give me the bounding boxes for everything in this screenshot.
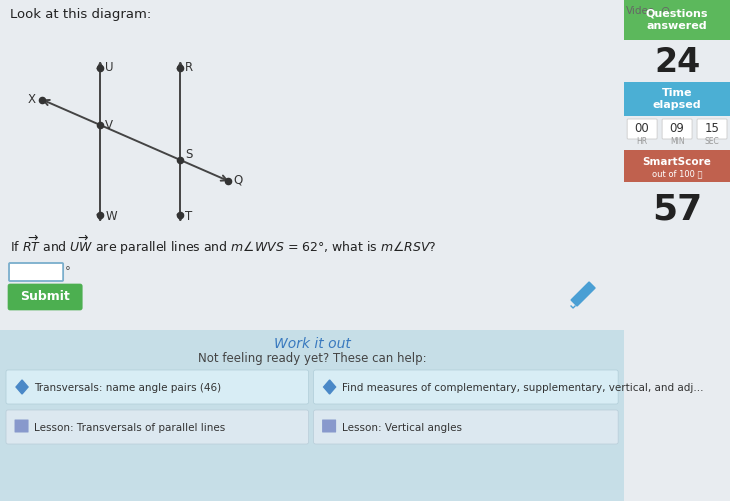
FancyBboxPatch shape: [15, 419, 28, 432]
Text: ⊙: ⊙: [661, 6, 670, 16]
Point: [94, 121, 106, 129]
Text: X: X: [28, 93, 36, 106]
Text: 15: 15: [704, 123, 720, 135]
Text: 09: 09: [669, 123, 685, 135]
Text: Questions
answered: Questions answered: [646, 9, 708, 31]
FancyBboxPatch shape: [624, 150, 730, 182]
Bar: [0, 346, 624, 354]
Bar: [0, 394, 624, 402]
Bar: [0, 338, 624, 346]
Text: HR: HR: [637, 137, 648, 146]
Text: out of 100 ⓘ: out of 100 ⓘ: [652, 169, 702, 178]
Text: SmartScore: SmartScore: [642, 157, 712, 167]
Point: [174, 64, 186, 72]
FancyBboxPatch shape: [9, 263, 63, 281]
FancyBboxPatch shape: [8, 284, 82, 310]
Text: Find measures of complementary, supplementary, vertical, and adj...: Find measures of complementary, suppleme…: [342, 383, 703, 393]
Bar: [0, 354, 624, 362]
Text: Video: Video: [626, 6, 656, 16]
Bar: [0, 402, 624, 410]
Point: [174, 211, 186, 219]
Text: V: V: [105, 119, 113, 131]
FancyBboxPatch shape: [662, 119, 692, 139]
Point: [36, 96, 48, 104]
Polygon shape: [323, 380, 336, 394]
Bar: [0, 418, 624, 426]
Text: Lesson: Transversals of parallel lines: Lesson: Transversals of parallel lines: [34, 423, 226, 433]
FancyBboxPatch shape: [6, 410, 309, 444]
Text: Transversals: name angle pairs (46): Transversals: name angle pairs (46): [34, 383, 221, 393]
FancyBboxPatch shape: [6, 370, 309, 404]
Text: Time
elapsed: Time elapsed: [653, 88, 702, 110]
Text: W: W: [105, 209, 117, 222]
Bar: [0, 474, 624, 482]
FancyBboxPatch shape: [624, 82, 730, 116]
Bar: [0, 482, 624, 490]
FancyBboxPatch shape: [624, 0, 730, 40]
Text: 24: 24: [654, 46, 700, 79]
Bar: [0, 466, 624, 474]
Bar: [0, 386, 624, 394]
Text: S: S: [185, 147, 193, 160]
Polygon shape: [571, 282, 595, 306]
Text: 00: 00: [635, 123, 650, 135]
Text: MIN: MIN: [669, 137, 685, 146]
Point: [174, 156, 186, 164]
Text: If $\overrightarrow{RT}$ and $\overrightarrow{UW}$ are parallel lines and $m\ang: If $\overrightarrow{RT}$ and $\overright…: [10, 234, 437, 257]
FancyBboxPatch shape: [322, 419, 336, 432]
Text: Submit: Submit: [20, 291, 70, 304]
Bar: [0, 362, 624, 370]
Bar: [0, 330, 624, 501]
Text: °: °: [65, 266, 71, 279]
Bar: [0, 458, 624, 466]
FancyBboxPatch shape: [627, 119, 657, 139]
Polygon shape: [16, 380, 28, 394]
Bar: [0, 410, 624, 418]
FancyBboxPatch shape: [314, 370, 618, 404]
Bar: [0, 450, 624, 458]
Text: 57: 57: [652, 193, 702, 227]
Point: [223, 177, 234, 185]
Point: [94, 211, 106, 219]
Text: Work it out: Work it out: [274, 337, 351, 351]
Text: R: R: [185, 61, 193, 74]
Text: Not feeling ready yet? These can help:: Not feeling ready yet? These can help:: [199, 352, 427, 365]
Text: U: U: [105, 61, 114, 74]
Text: SEC: SEC: [704, 137, 719, 146]
Text: Q: Q: [234, 173, 242, 186]
Bar: [0, 442, 624, 450]
Point: [94, 64, 106, 72]
Bar: [0, 426, 624, 434]
Text: Lesson: Vertical angles: Lesson: Vertical angles: [342, 423, 461, 433]
FancyBboxPatch shape: [697, 119, 727, 139]
Bar: [0, 330, 624, 338]
Text: Look at this diagram:: Look at this diagram:: [10, 8, 151, 21]
Text: T: T: [185, 209, 193, 222]
Bar: [0, 434, 624, 442]
Bar: [0, 378, 624, 386]
Bar: [0, 370, 624, 378]
FancyBboxPatch shape: [314, 410, 618, 444]
